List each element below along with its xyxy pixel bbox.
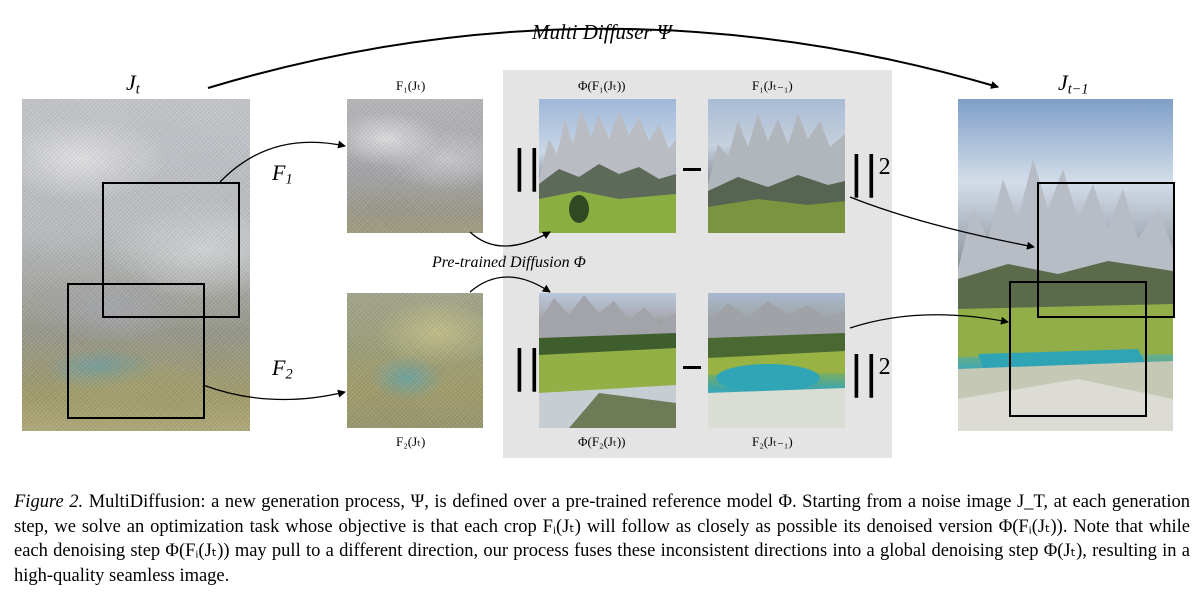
f2-next-label: F₂(Jₜ₋₁)	[752, 434, 793, 449]
norm-open-top: ||	[512, 141, 542, 192]
figure-caption: Figure 2. MultiDiffusion: a new generati…	[14, 490, 1190, 588]
noisy-crop-f2	[347, 293, 483, 428]
crop-box-f2-on-jt	[67, 283, 205, 419]
denoised-crop-phi-f1	[539, 99, 676, 233]
norm-open-bottom: ||	[512, 341, 542, 392]
denoised-crop-f1-next	[708, 99, 845, 233]
f1-arrow-label: F1	[272, 160, 293, 188]
f1-jt-label: F₁(Jₜ)	[396, 78, 426, 93]
f2-jt-label: F₂(Jₜ)	[396, 434, 426, 449]
crop-box-f1-on-jt	[102, 182, 240, 318]
f2-crop-arrow	[202, 384, 346, 401]
f2-arrow-label: F2	[272, 355, 293, 383]
jt-label: Jt	[126, 70, 140, 98]
norm-close-bottom: ||2	[849, 347, 891, 399]
figure: Multi Diffuser Ψ Jt Jt−1 F₁(Jₜ) Φ(F₁(Jₜ)…	[22, 20, 1175, 458]
minus-sign-top	[683, 168, 701, 171]
minus-sign-bottom	[683, 366, 701, 369]
fuse-arrow-top	[849, 196, 1035, 250]
phi-f2-label: Φ(F₂(Jₜ))	[578, 434, 626, 449]
diffusion-arrow-top	[469, 231, 551, 247]
fuse-arrow-bottom	[849, 314, 1009, 329]
crop-box-f2-on-jt-minus-1	[1009, 281, 1147, 417]
denoised-crop-f2-next	[708, 293, 845, 428]
crop-box-f1-on-jt-minus-1	[1037, 182, 1175, 318]
multi-diffuser-arc-arrow	[207, 27, 999, 89]
norm-close-top: ||2	[849, 147, 891, 199]
jt-minus-1-label: Jt−1	[1058, 70, 1089, 98]
caption-text: MultiDiffusion: a new generation process…	[14, 492, 1191, 586]
f1-next-label: F₁(Jₜ₋₁)	[752, 78, 793, 93]
noisy-crop-f1	[347, 99, 483, 233]
multi-diffuser-label: Multi Diffuser Ψ	[532, 20, 672, 44]
noisy-image-jt	[22, 99, 250, 431]
phi-f1-label: Φ(F₁(Jₜ))	[578, 78, 626, 93]
arrows-layer	[202, 27, 1035, 401]
f1-crop-arrow	[219, 140, 346, 183]
caption-label: Figure 2.	[14, 492, 84, 512]
diffusion-arrow-bottom	[469, 276, 551, 293]
pretrained-diffusion-label: Pre-trained Diffusion Φ	[432, 254, 586, 271]
denoised-crop-phi-f2	[539, 293, 676, 428]
